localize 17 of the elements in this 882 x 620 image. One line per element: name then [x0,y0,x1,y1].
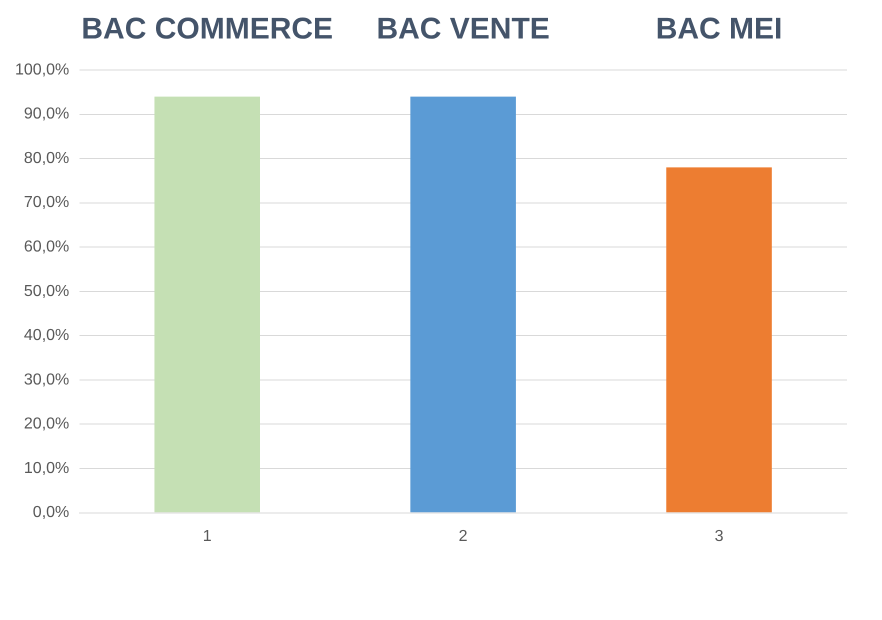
y-tick-label: 50,0% [24,282,70,300]
y-tick-label: 80,0% [24,150,70,167]
text: BAC COMMERCE [81,12,334,46]
x-tick-label: 1 [202,528,212,545]
y-tick-label: 20,0% [24,416,70,433]
y-tick-label: 40,0% [24,327,70,344]
y-tick-label: 30,0% [24,371,70,388]
x-tick-label: 3 [714,528,724,545]
y-tick-label: 90,0% [24,106,70,123]
text: BAC VENTE [376,12,550,46]
y-tick-label: 0,0% [32,504,70,522]
y-tick-label: 100,0% [15,61,70,78]
y-tick-label: 10,0% [24,460,70,477]
y-tick-label: 70,0% [24,194,70,212]
x-tick-label: 2 [458,528,468,545]
text: BAC MEI [656,12,782,46]
y-tick-label: 60,0% [24,238,70,256]
